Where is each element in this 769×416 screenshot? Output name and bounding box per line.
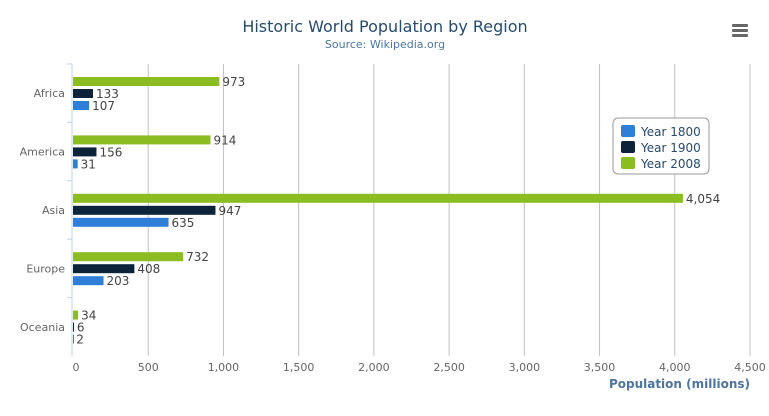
bar-year-2008[interactable] <box>73 193 683 203</box>
data-label: 133 <box>96 87 119 101</box>
bar-year-2008[interactable] <box>73 135 211 145</box>
data-label: 6 <box>77 321 85 335</box>
category-label: Oceania <box>20 321 65 334</box>
chart-title: Historic World Population by Region <box>242 17 527 36</box>
bar-year-2008[interactable] <box>73 77 220 86</box>
legend-swatch <box>621 125 635 137</box>
bar-year-1800[interactable] <box>73 159 78 169</box>
data-label: 156 <box>99 145 122 159</box>
category-label: Africa <box>34 87 65 100</box>
bar-year-2008[interactable] <box>73 252 184 262</box>
chart-subtitle: Source: Wikipedia.org <box>325 38 445 51</box>
legend-item[interactable]: Year 1900 <box>640 141 701 155</box>
data-label: 4,054 <box>686 192 720 206</box>
value-axis-title: Population (millions) <box>609 377 750 391</box>
data-label: 914 <box>214 133 237 147</box>
value-tick-label: 2,500 <box>433 361 465 374</box>
category-label: Asia <box>42 204 65 217</box>
value-tick-label: 2,000 <box>358 361 390 374</box>
data-label: 635 <box>172 216 195 230</box>
bar-year-1800[interactable] <box>73 101 90 110</box>
legend-box <box>612 117 710 175</box>
bar-year-1900[interactable] <box>73 205 216 215</box>
value-tick-label: 0 <box>73 361 80 374</box>
bar-year-1800[interactable] <box>73 276 104 286</box>
bar-year-1800[interactable] <box>73 217 169 227</box>
data-label: 732 <box>186 250 209 264</box>
value-tick-label: 500 <box>138 361 159 374</box>
value-tick-label: 4,500 <box>734 361 766 374</box>
data-label: 203 <box>107 274 130 288</box>
data-label: 34 <box>81 309 96 323</box>
value-tick-label: 3,500 <box>584 361 616 374</box>
category-label: Europe <box>26 262 65 275</box>
data-label: 973 <box>222 75 245 89</box>
data-label: 31 <box>81 157 96 171</box>
legend-swatch <box>621 141 635 153</box>
legend-item[interactable]: Year 1800 <box>640 125 701 139</box>
category-label: America <box>20 146 65 159</box>
legend-item[interactable]: Year 2008 <box>640 157 701 171</box>
value-tick-label: 1,000 <box>208 361 240 374</box>
data-label: 947 <box>218 204 241 218</box>
legend: Year 1800 Year 1900 Year 2008 <box>612 117 710 175</box>
bar-year-2008[interactable] <box>73 310 79 320</box>
bar-year-1800[interactable] <box>73 334 74 344</box>
value-tick-label: 3,000 <box>509 361 541 374</box>
bar-year-1900[interactable] <box>73 322 74 332</box>
legend-swatch <box>621 157 635 169</box>
bar-year-1900[interactable] <box>73 264 135 274</box>
bar-year-1900[interactable] <box>73 147 97 157</box>
bar-year-1900[interactable] <box>73 89 94 98</box>
hamburger-menu-icon[interactable] <box>730 22 748 38</box>
data-label: 2 <box>76 333 84 347</box>
value-tick-label: 4,000 <box>659 361 691 374</box>
data-label: 107 <box>92 99 115 113</box>
value-tick-label: 1,500 <box>283 361 315 374</box>
data-label: 408 <box>137 262 160 276</box>
